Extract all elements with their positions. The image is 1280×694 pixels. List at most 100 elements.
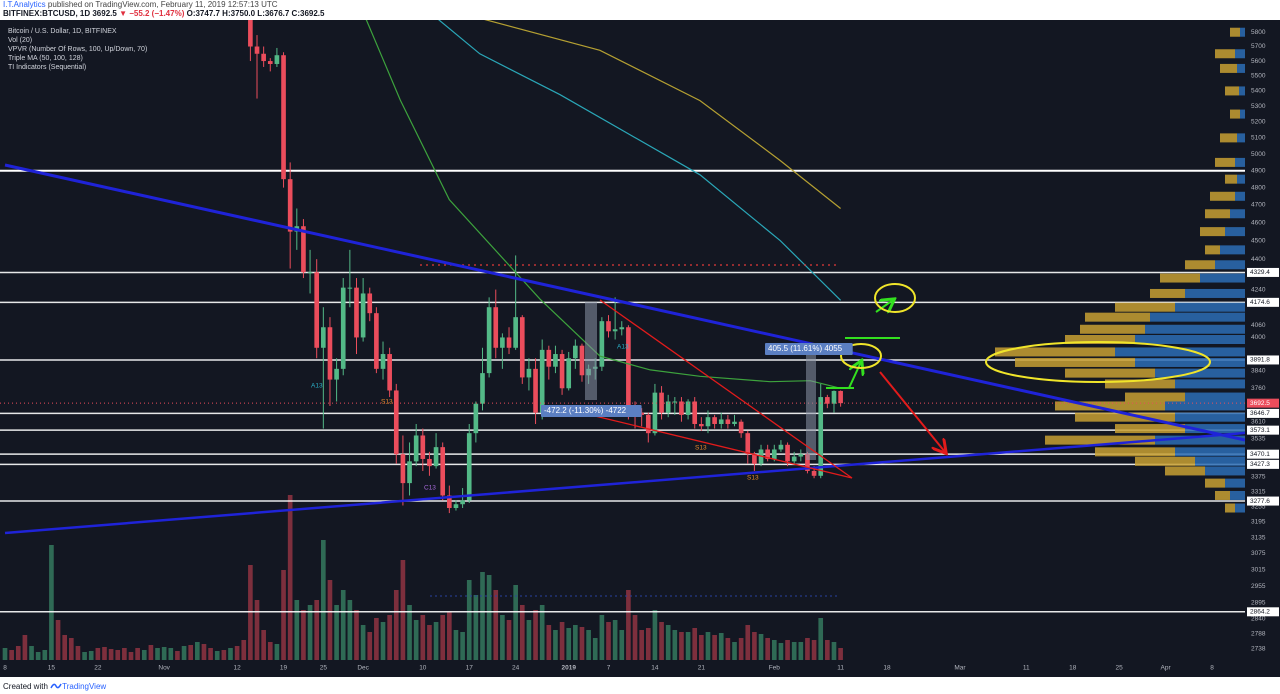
volume-bar	[486, 575, 492, 660]
price-level-label: 4174.6	[1250, 299, 1270, 306]
arrow-down	[879, 371, 945, 452]
candle-body	[334, 368, 339, 380]
volume-bar	[327, 580, 333, 660]
annotation: 405.5 (11.61%) 4055	[768, 344, 843, 353]
y-tick-label: 5600	[1251, 58, 1266, 65]
annotation: A13	[311, 383, 323, 390]
candle-body	[380, 354, 386, 369]
candle-body	[559, 354, 565, 389]
volume-bar	[559, 622, 565, 660]
profile-down	[1115, 424, 1185, 434]
candle-body	[599, 321, 605, 367]
profile-up	[1230, 490, 1245, 500]
volume-bar	[831, 642, 837, 660]
y-tick-label: 4800	[1251, 184, 1266, 191]
candle-body	[374, 313, 379, 369]
volume-bar	[168, 648, 174, 660]
x-tick-label: Dec	[357, 665, 369, 672]
candle-body	[692, 401, 698, 424]
candle-body	[699, 423, 704, 427]
profile-up	[1240, 27, 1245, 37]
volume-bar	[718, 633, 724, 660]
profile-down	[1205, 245, 1220, 255]
brand-logo	[50, 683, 62, 689]
symbol-line: BITFINEX:BTCUSD, 1D 3692.5 ▼ −55.2 (−1.4…	[3, 9, 324, 18]
volume-bar	[818, 618, 824, 660]
x-tick-label: 15	[48, 665, 56, 672]
volume-bar	[758, 634, 764, 660]
trend-line	[4, 163, 1245, 442]
profile-down	[1205, 209, 1230, 219]
publisher[interactable]: I.T.Analytics	[3, 0, 46, 9]
profile-up	[1237, 174, 1245, 184]
volume-bar	[652, 610, 658, 660]
brand[interactable]: TradingView	[62, 682, 107, 691]
candle-body	[619, 327, 625, 330]
candle-body	[413, 435, 419, 462]
profile-up	[1220, 245, 1245, 255]
range-measure	[806, 352, 816, 460]
volume-bar	[82, 652, 87, 660]
x-tick-label: 14	[651, 665, 659, 672]
wedge-line	[599, 299, 853, 479]
candle-body	[546, 349, 552, 367]
volume-bar	[506, 620, 512, 660]
price-level-box	[1247, 425, 1279, 435]
drawings	[4, 163, 1245, 597]
volume-bar	[427, 625, 432, 660]
candle-body	[460, 500, 465, 505]
profile-down	[995, 347, 1115, 357]
annotation: A13	[617, 344, 629, 351]
profile-down	[1205, 478, 1225, 488]
profile-down	[1220, 63, 1237, 73]
chart-title: Bitcoin / U.S. Dollar, 1D, BITFINEX	[8, 28, 117, 35]
volume-bar	[745, 625, 751, 660]
profile-down	[1230, 27, 1240, 37]
profile-up	[1185, 392, 1245, 402]
volume-bar	[732, 642, 737, 660]
profile-up	[1195, 456, 1245, 466]
footer: Created with TradingView	[3, 681, 106, 691]
candle-body	[387, 354, 392, 391]
candle-body	[791, 456, 797, 462]
volume-bar	[68, 638, 74, 660]
volume-bar	[533, 610, 538, 660]
candle-body	[725, 419, 731, 424]
volume-bar	[175, 651, 180, 660]
volume-bar	[612, 620, 618, 660]
annotation: S13	[381, 399, 393, 406]
volume-bar	[632, 615, 638, 660]
volume-bar	[500, 615, 505, 660]
candle-body	[519, 317, 525, 378]
profile-down	[1215, 490, 1230, 500]
y-tick-label: 3840	[1251, 368, 1266, 375]
volume-bar	[360, 625, 366, 660]
volume-bar	[645, 628, 651, 660]
volume-bar	[35, 652, 41, 660]
candle-body	[433, 447, 439, 467]
candle-body	[447, 495, 452, 509]
profile-down	[1075, 412, 1175, 422]
price-level-box	[1247, 496, 1279, 506]
y-tick-label: 3015	[1251, 566, 1266, 573]
profile-down	[1135, 456, 1195, 466]
volume-bar	[241, 640, 247, 660]
profile-up	[1150, 312, 1245, 322]
volume-bar	[453, 630, 459, 660]
profile-up	[1135, 335, 1245, 345]
candle-body	[539, 349, 545, 413]
price-level-label: 4329.4	[1250, 269, 1270, 276]
volume-bar	[566, 628, 572, 660]
price-level-label: 3646.7	[1250, 410, 1270, 417]
volume-bar	[798, 642, 804, 660]
volume-bar	[573, 625, 578, 660]
highlight-circle	[840, 343, 882, 369]
candle-body	[778, 444, 784, 450]
candle-body	[347, 287, 353, 289]
volume-bar	[805, 638, 810, 660]
candle-body	[712, 417, 717, 424]
price-level-box	[1247, 449, 1279, 459]
y-tick-label: 3610	[1251, 418, 1266, 425]
profile-up	[1200, 273, 1245, 283]
